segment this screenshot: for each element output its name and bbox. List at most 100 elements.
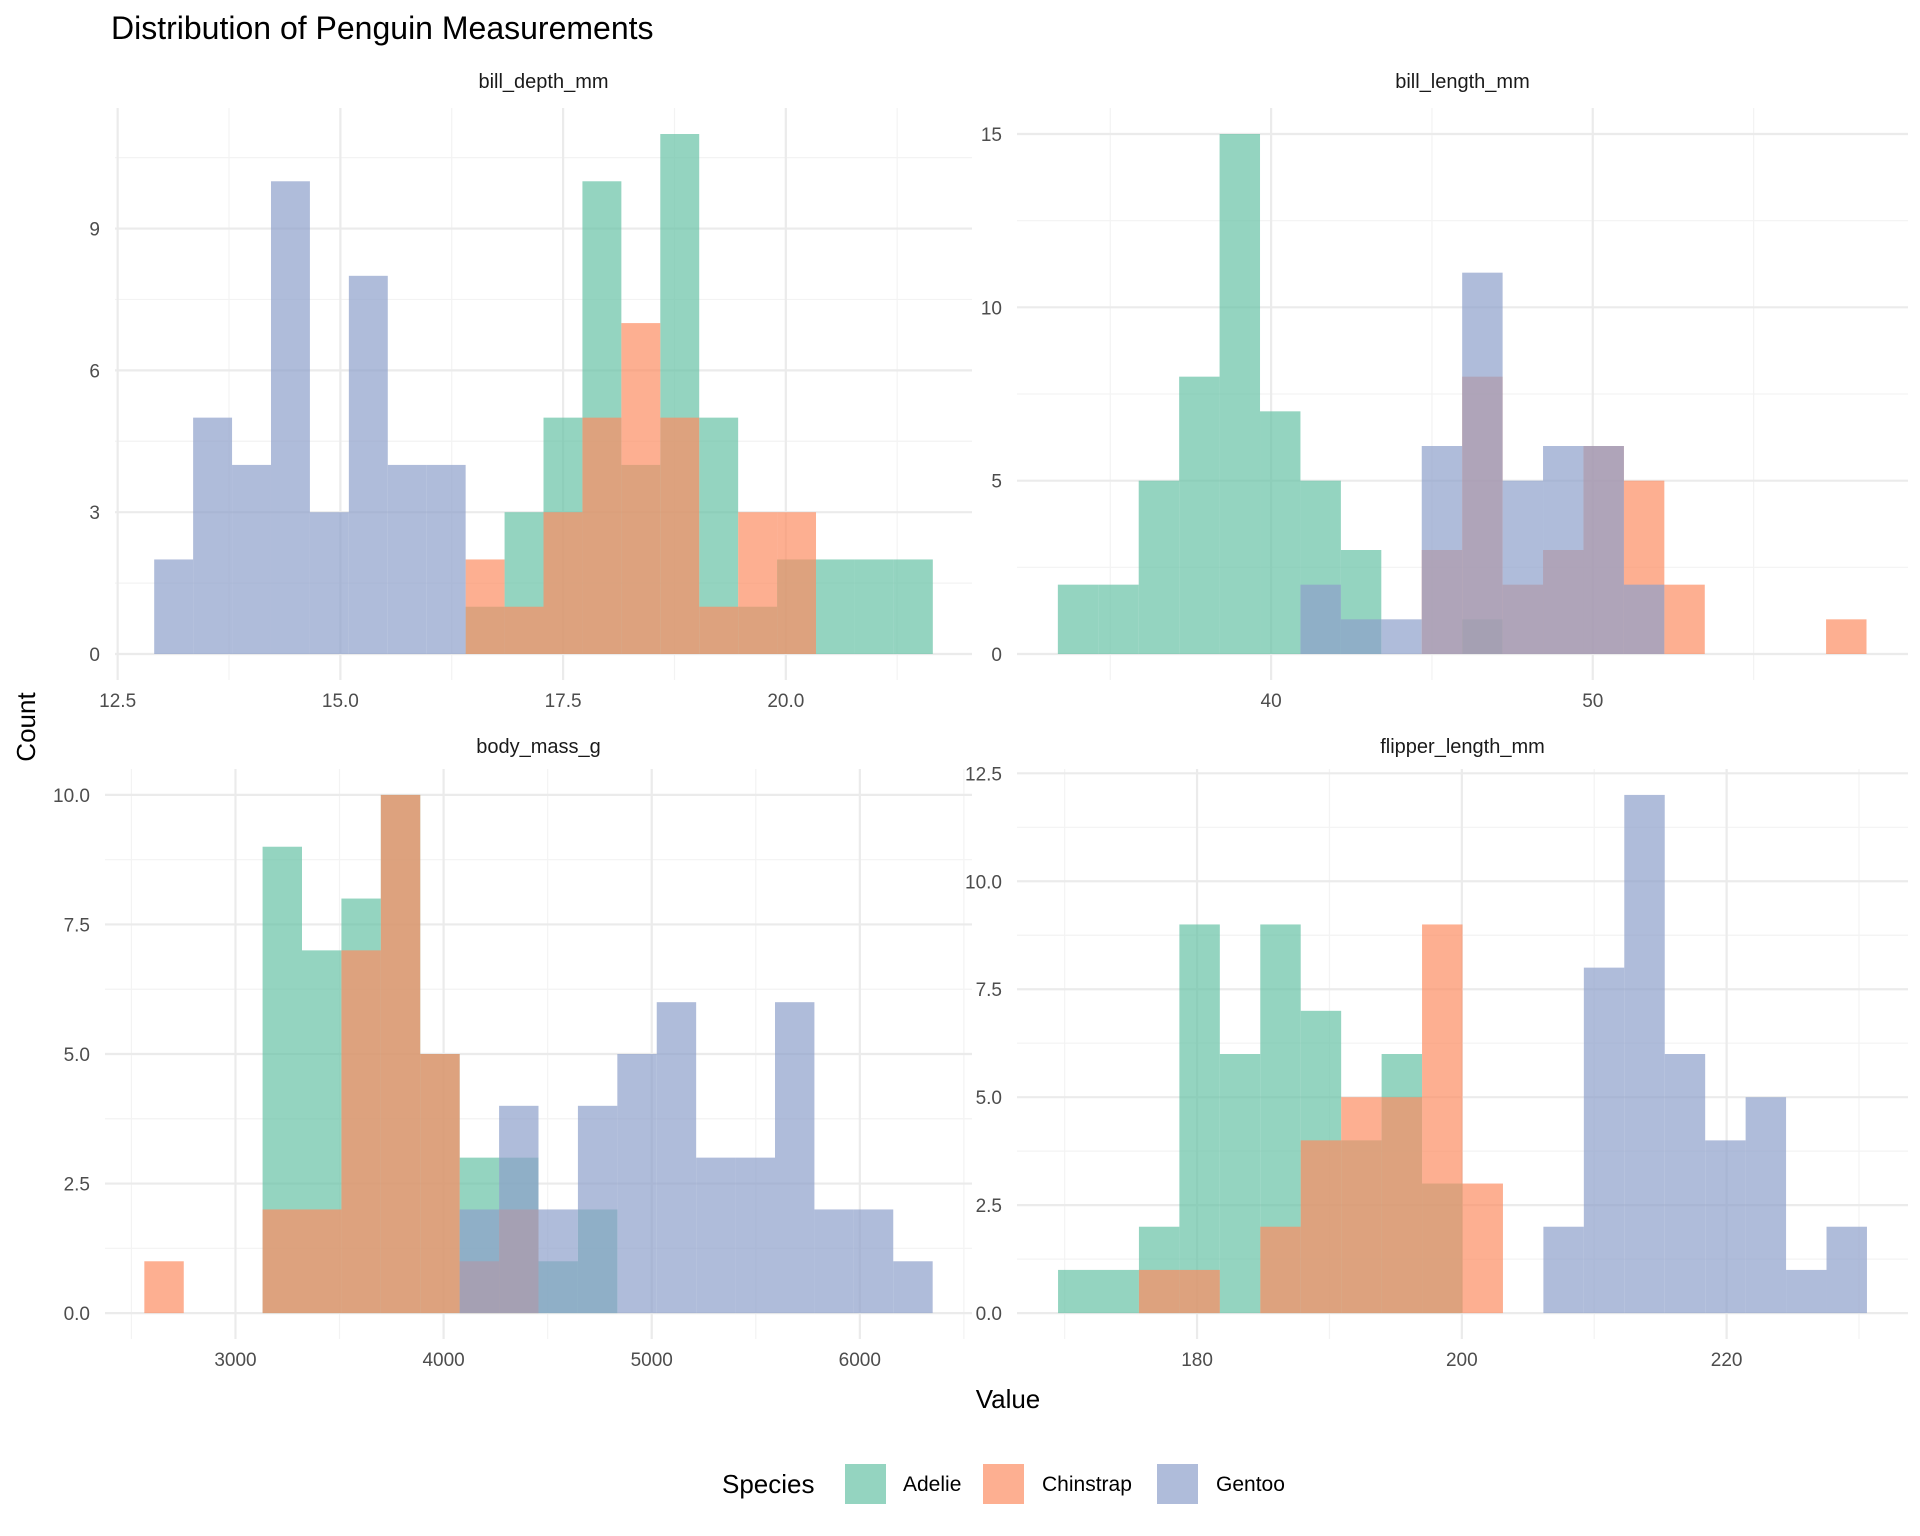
bar-adelie [854,559,894,654]
bar-gentoo [1381,619,1422,654]
legend-label-adelie: Adelie [903,1473,961,1496]
bar-gentoo [270,181,310,655]
bar-gentoo [656,1002,697,1314]
bar-gentoo [1543,1226,1584,1314]
y-axis-title: Count [11,692,41,762]
bar-chinstrap [1664,584,1705,654]
series-chinstrap [1138,924,1503,1314]
bar-adelie [1219,1054,1261,1314]
x-tick-label: 4000 [422,1350,464,1371]
facet-strip-label: body_mass_g [476,736,601,758]
panel-bill-depth-mm: 12.5 15.0 17.5 20.0 0 3 6 9 bill_depth_mm [89,71,972,712]
legend-key-chinstrap [983,1464,1024,1504]
bar-chinstrap [262,1209,303,1314]
x-tick-label: 3000 [214,1350,256,1371]
legend-key-adelie [845,1464,886,1504]
bar-chinstrap [380,794,421,1314]
bar-chinstrap [699,606,739,654]
bar-chinstrap [1422,924,1463,1314]
facet-strip-label: flipper_length_mm [1380,736,1545,758]
bar-chinstrap [777,512,817,654]
bar-adelie [893,559,933,654]
bar-chinstrap [660,417,700,654]
bar-adelie [1138,480,1180,654]
bar-gentoo [348,275,388,654]
bar-chinstrap [738,512,778,654]
y-tick-label: 10 [981,298,1002,319]
bar-chinstrap [621,323,661,654]
bar-chinstrap [1462,1183,1503,1314]
bar-chinstrap [1260,1226,1301,1314]
bar-chinstrap [1341,1097,1382,1314]
bar-gentoo [459,1209,500,1314]
bar-gentoo [853,1209,894,1314]
x-tick-label: 6000 [839,1350,881,1371]
bar-gentoo [814,1209,854,1314]
series-adelie [1057,134,1503,654]
legend-label-gentoo: Gentoo [1216,1473,1285,1496]
bar-gentoo [1664,1054,1706,1314]
panel-body-mass-g: 3000 4000 5000 6000 0.0 2.5 5.0 7.5 10.0 body_mas… [53,736,972,1371]
series-gentoo [154,181,466,655]
bar-adelie [1219,134,1261,654]
bar-gentoo [1421,446,1463,654]
bar-gentoo [1300,584,1341,654]
facet-strip-label: bill_length_mm [1395,71,1530,93]
y-tick-label: 6 [89,361,100,382]
bar-chinstrap [1300,1140,1342,1314]
bar-chinstrap [144,1261,184,1314]
bar-gentoo [735,1157,775,1314]
bar-gentoo [387,464,427,654]
y-tick-label: 15 [981,125,1002,146]
bar-gentoo [1462,272,1503,654]
legend-key-gentoo [1157,1464,1198,1504]
x-tick-label: 20.0 [767,691,804,712]
x-tick-label: 180 [1181,1350,1213,1371]
series-chinstrap [144,794,539,1314]
bar-gentoo [1826,1226,1867,1314]
bar-gentoo [426,464,466,654]
bar-gentoo [232,464,271,654]
bar-chinstrap [1826,619,1867,654]
bar-gentoo [893,1261,933,1314]
y-tick-label: 7.5 [64,915,90,936]
chart-title: Distribution of Penguin Measurements [111,10,654,46]
bar-gentoo [1745,1097,1787,1314]
bar-adelie [1058,1269,1099,1314]
bar-gentoo [1502,480,1544,654]
bar-gentoo [1786,1269,1827,1314]
bar-adelie [1179,376,1220,654]
bar-adelie [1260,411,1301,654]
legend-label-chinstrap: Chinstrap [1042,1473,1132,1496]
series-gentoo [1543,794,1867,1314]
bar-gentoo [1340,619,1382,654]
bar-adelie [1057,584,1099,654]
bar-gentoo [774,1002,815,1314]
bar-chinstrap [341,950,381,1314]
bar-gentoo [309,512,349,654]
series-gentoo [459,1002,933,1314]
x-tick-label: 200 [1446,1350,1478,1371]
y-tick-label: 5 [991,472,1002,493]
bar-chinstrap [1179,1269,1220,1314]
y-tick-label: 2.5 [976,1196,1002,1217]
panel-bill-length-mm: 40 50 0 5 10 15 bill_length_mm [981,71,1908,712]
y-tick-label: 7.5 [976,980,1002,1001]
bar-adelie [1098,1269,1139,1314]
bar-gentoo [1583,967,1625,1314]
bar-gentoo [538,1209,578,1314]
y-tick-label: 9 [89,220,100,241]
bar-chinstrap [1381,1097,1423,1314]
bar-gentoo [577,1105,618,1314]
x-tick-label: 17.5 [545,691,582,712]
y-tick-label: 0 [89,645,100,666]
bar-gentoo [499,1105,539,1314]
x-tick-label: 5000 [631,1350,673,1371]
bar-gentoo [696,1157,736,1314]
x-tick-label: 12.5 [99,691,136,712]
bar-gentoo [1623,584,1665,654]
y-tick-label: 10.0 [53,786,90,807]
bar-gentoo [1543,446,1584,654]
